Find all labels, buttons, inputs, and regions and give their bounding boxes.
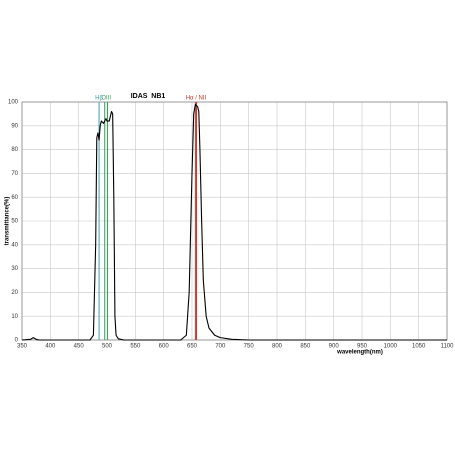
emission-label: Hα / NII (186, 96, 207, 102)
x-tick-label: 400 (45, 344, 56, 350)
y-tick-label: 40 (11, 242, 18, 248)
x-tick-label: 500 (102, 344, 113, 350)
y-tick-label: 60 (11, 195, 18, 201)
x-tick-label: 550 (130, 344, 141, 350)
x-tick-label: 450 (74, 344, 85, 350)
x-tick-label: 950 (357, 344, 368, 350)
chart-title: IDAS NB1 (131, 93, 166, 100)
x-tick-label: 1100 (441, 344, 455, 350)
emission-label: OIII (101, 96, 111, 102)
y-tick-label: 0 (15, 338, 19, 344)
y-tick-label: 30 (11, 266, 18, 272)
x-tick-label: 1000 (384, 344, 398, 350)
y-tick-label: 100 (8, 100, 19, 106)
emission-label: Hβ (95, 96, 103, 102)
y-tick-label: 90 (11, 123, 18, 129)
y-tick-label: 80 (11, 147, 18, 153)
plot-frame (21, 101, 448, 341)
y-tick-label: 10 (11, 314, 18, 320)
x-tick-label: 800 (272, 344, 283, 350)
x-tick-label: 350 (17, 344, 28, 350)
x-tick-label: 750 (244, 344, 255, 350)
y-tick-label: 20 (11, 290, 18, 296)
x-tick-label: 900 (329, 344, 340, 350)
x-tick-label: 700 (215, 344, 226, 350)
x-axis-label: wavelength(nm) (336, 350, 383, 356)
x-tick-label: 650 (187, 344, 198, 350)
transmission-curve (21, 103, 447, 341)
x-tick-label: 600 (159, 344, 170, 350)
y-axis-label: transmittance(%) (5, 197, 11, 246)
y-tick-label: 50 (11, 219, 18, 225)
x-tick-label: 850 (300, 344, 311, 350)
x-tick-label: 1050 (412, 344, 426, 350)
y-tick-label: 70 (11, 171, 18, 177)
